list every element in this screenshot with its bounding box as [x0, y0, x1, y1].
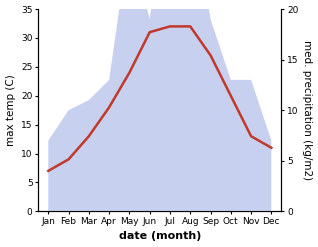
Y-axis label: med. precipitation (kg/m2): med. precipitation (kg/m2) [302, 40, 313, 180]
X-axis label: date (month): date (month) [119, 231, 201, 242]
Y-axis label: max temp (C): max temp (C) [5, 74, 16, 146]
